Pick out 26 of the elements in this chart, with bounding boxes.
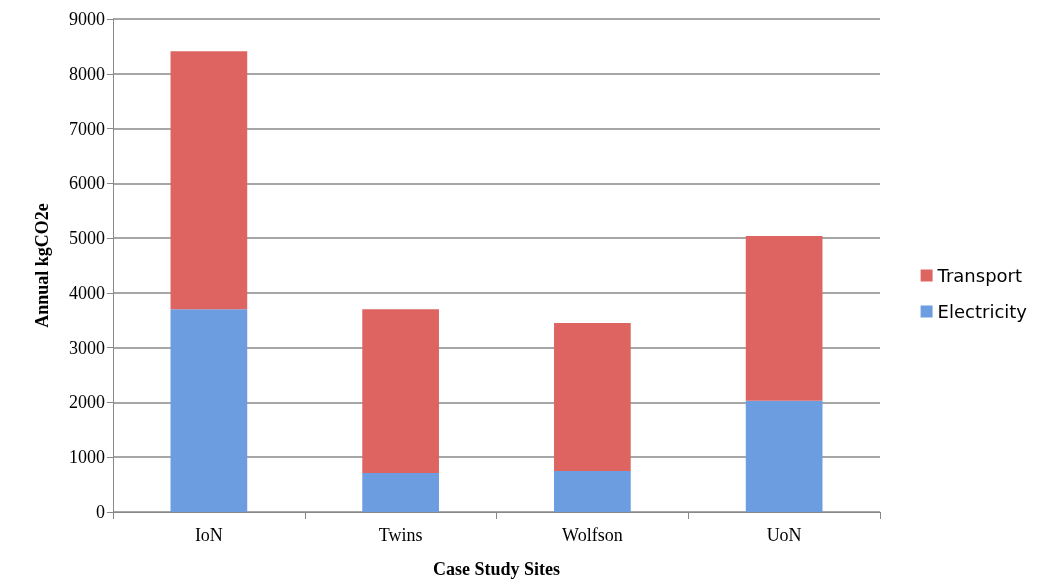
bar xyxy=(362,473,439,512)
y-tick-label: 2000 xyxy=(69,392,105,413)
y-tick-label: 7000 xyxy=(69,118,105,139)
bar xyxy=(170,309,248,512)
y-tick-label: 3000 xyxy=(69,337,105,358)
x-axis-title: Case Study Sites xyxy=(432,559,561,579)
legend-label: Electricity xyxy=(937,301,1028,322)
y-tick-label: 9000 xyxy=(69,9,105,29)
bar xyxy=(554,470,631,512)
y-tick-label: 6000 xyxy=(69,173,105,194)
y-tick-label: 1000 xyxy=(69,447,105,468)
y-tick-label: 8000 xyxy=(69,63,105,84)
x-tick-label: Twins xyxy=(378,525,423,545)
bar xyxy=(554,323,631,471)
y-tick-label: 0 xyxy=(96,502,105,522)
bar xyxy=(170,51,248,310)
bar xyxy=(362,309,439,474)
bar xyxy=(745,235,823,401)
x-tick-label: IoN xyxy=(194,525,223,545)
x-tick-label: Wolfson xyxy=(562,525,623,545)
y-axis-title: Annual kgCO2e xyxy=(32,203,52,328)
bar xyxy=(745,400,823,512)
y-tick-label: 5000 xyxy=(69,228,105,249)
legend-label: Transport xyxy=(936,265,1023,286)
y-tick-label: 4000 xyxy=(69,282,105,303)
x-tick-label: UoN xyxy=(766,525,802,545)
